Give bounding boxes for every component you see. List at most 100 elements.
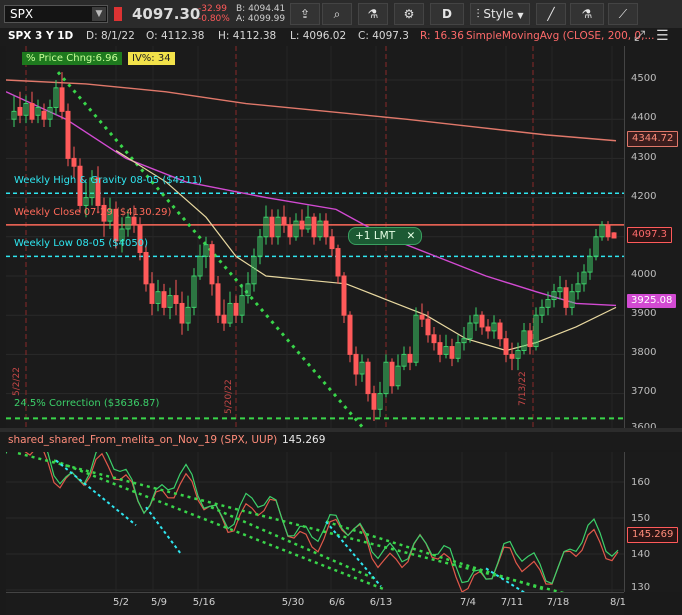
candle-body [521, 330, 527, 351]
lower-study-axis[interactable]: 160 150 140 130 145.269 [624, 452, 682, 593]
menu-icon[interactable]: ☰ [656, 28, 669, 44]
percent-change: -0.80% [198, 14, 230, 24]
price-axis[interactable]: 4500 4400 4300 4200 4100 4000 3900 3800 … [624, 46, 682, 433]
candle-body [311, 216, 317, 238]
flask-icon: ⚗ [367, 7, 379, 21]
lower-tick: 150 [631, 513, 651, 524]
lower-value-tag: 145.269 [627, 527, 679, 543]
study-label[interactable]: SimpleMovingAvg (CLOSE, 200, 0,... [466, 30, 655, 42]
sma200-line [5, 79, 617, 142]
price-tick: 3800 [631, 347, 657, 358]
candle-body [209, 244, 215, 285]
date-tick: 7/18 [546, 597, 570, 608]
date-tick: 6/6 [328, 597, 346, 608]
candle-body [401, 353, 407, 367]
share-button[interactable]: ⇪ [290, 3, 320, 25]
candle-body [89, 177, 95, 199]
study-cyan-segment [55, 459, 137, 526]
studies-button[interactable]: ⚗ [358, 3, 388, 25]
candle-body [575, 283, 581, 293]
alert-flag-icon[interactable] [114, 7, 122, 21]
candle-body [323, 220, 329, 238]
limit-order-chip[interactable]: +1 LMT ✕ [348, 227, 423, 245]
candle-body [389, 361, 395, 387]
date-axis[interactable]: 5/2 5/9 5/16 5/30 6/6 6/13 7/4 7/11 7/18… [6, 592, 627, 615]
candle-body [365, 361, 371, 395]
candle-body [509, 353, 515, 359]
pattern-button[interactable]: ⟋ [608, 3, 638, 25]
flask-menu-button[interactable]: ⚗ [570, 3, 604, 25]
pattern-icon: ⟋ [618, 7, 628, 21]
drawing-tools-button[interactable]: ╱ [536, 3, 566, 25]
chevron-down-icon[interactable]: ▼ [92, 7, 106, 21]
lower-study-header: shared_shared_From_melita_on_Nov_19 (SPX… [0, 432, 682, 450]
close-icon[interactable]: ✕ [406, 230, 416, 242]
ask-price: A: 4099.99 [236, 14, 286, 24]
price-tick: 4500 [631, 73, 657, 84]
candle-body [257, 236, 263, 257]
candle-body [161, 291, 167, 308]
candle-body [95, 177, 101, 206]
candle-body [395, 365, 401, 387]
style-label: Style [483, 7, 514, 21]
ohlc-date: D: 8/1/22 [86, 30, 135, 42]
lower-tick: 160 [631, 477, 651, 488]
lower-study-svg [5, 435, 624, 595]
lower-study-chart[interactable] [5, 435, 624, 595]
price-tick: 3700 [631, 386, 657, 397]
candle-body [497, 322, 503, 340]
candle-body [23, 103, 29, 116]
study-line-red [5, 437, 619, 593]
last-price: 4097.30 [132, 5, 201, 23]
candle-body [167, 295, 173, 308]
candle-body [77, 165, 83, 206]
lower-study-title[interactable]: shared_shared_From_melita_on_Nov_19 (SPX… [8, 434, 278, 446]
candle-body [605, 224, 611, 238]
candle-body [527, 330, 533, 348]
price-change-badge: % Price Chng:6.96 [22, 52, 122, 65]
price-chart[interactable]: % Price Chng:6.96 IV%: 34 Weekly High & … [5, 46, 624, 442]
bid-price: B: 4094.41 [236, 4, 286, 14]
candle-body [125, 216, 131, 230]
candle-body [503, 338, 509, 355]
style-button[interactable]: ⫶ Style ▼ [470, 3, 530, 25]
candle-body [473, 314, 479, 324]
candle-body [53, 87, 59, 108]
flask-icon: ⚗ [581, 7, 593, 21]
study-trendline [210, 506, 377, 581]
date-tick: 6/13 [369, 597, 393, 608]
price-tick: 4400 [631, 112, 657, 123]
price-tick: 3600 [631, 422, 656, 433]
panel-divider[interactable] [0, 428, 682, 432]
symbol-text: SPX [10, 7, 34, 21]
price-tick: 3900 [631, 308, 657, 319]
vertical-date-label-1: 5/2/22 [12, 367, 22, 396]
vertical-date-label-2: 5/20/22 [224, 379, 234, 414]
correction-label: 24.5% Correction ($3636.87) [14, 398, 160, 409]
settings-button[interactable]: ⚙ [394, 3, 424, 25]
candle-body [149, 283, 155, 304]
date-tick: 8/1 [609, 597, 627, 608]
symbol-input[interactable]: SPX ▼ [4, 5, 108, 23]
candle-body [353, 353, 359, 375]
lower-study-value: 145.269 [282, 434, 326, 446]
candle-body [155, 291, 161, 304]
zoom-button[interactable]: ⌕ [322, 3, 352, 25]
candle-body [131, 216, 137, 226]
aggregation-button[interactable]: D [430, 3, 464, 25]
candle-body [281, 216, 287, 226]
price-tick: 4200 [631, 191, 657, 202]
candle-body [143, 251, 149, 285]
candle-body [581, 271, 587, 285]
weekly-low-label: Weekly Low 08-05 ($4050) [14, 238, 148, 249]
candle-body [287, 224, 293, 238]
candle-body [485, 326, 491, 332]
line-icon: ╱ [547, 7, 555, 21]
date-tick: 5/30 [281, 597, 305, 608]
maximize-icon[interactable]: ⤢ [634, 28, 646, 44]
aggregation-label: D [442, 7, 452, 21]
candle-body [185, 306, 191, 324]
candle-body [467, 322, 473, 340]
candle-body [341, 275, 347, 316]
date-tick: 5/16 [192, 597, 216, 608]
